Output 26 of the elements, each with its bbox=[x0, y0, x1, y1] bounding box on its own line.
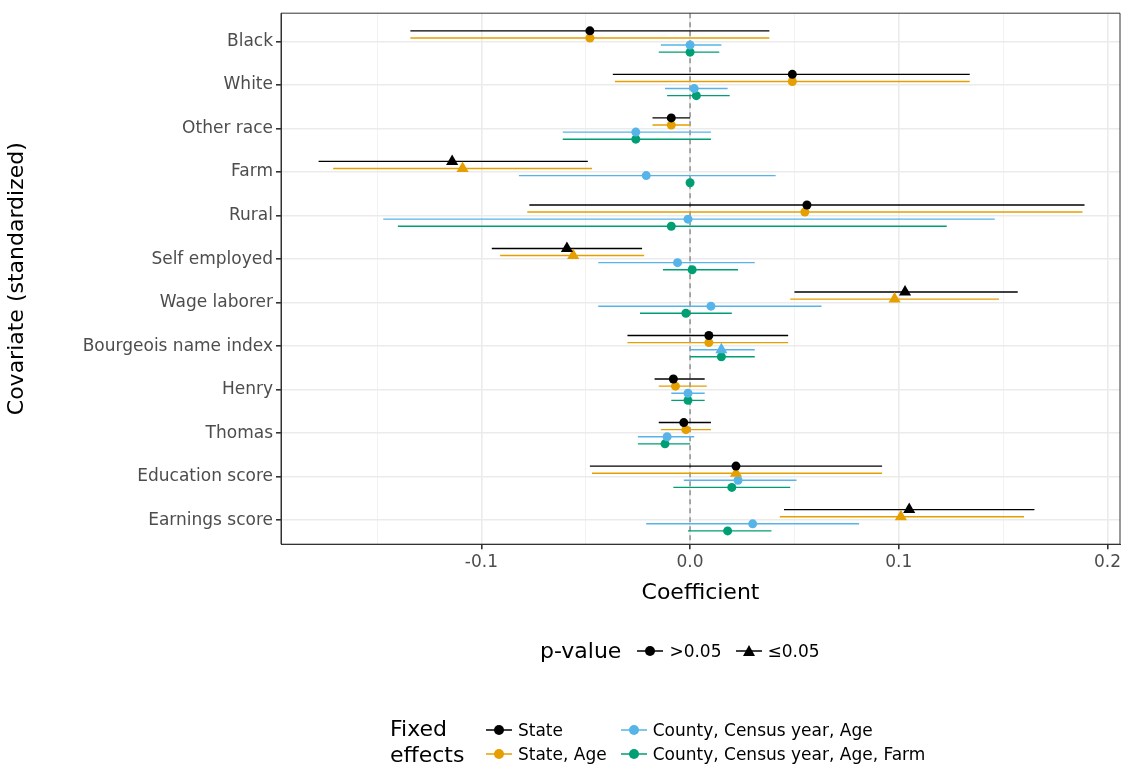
y-tick-label: Wage laborer bbox=[159, 291, 273, 312]
legend-label: County, Census year, Age, Farm bbox=[652, 744, 926, 764]
x-tick-label: 0.0 bbox=[676, 550, 704, 571]
y-tick-label: White bbox=[223, 73, 273, 94]
y-tick-label: Henry bbox=[221, 378, 273, 399]
text: p-value bbox=[540, 638, 622, 663]
x-axis-title: Coefficient bbox=[641, 578, 760, 604]
text: >0.05 bbox=[669, 640, 722, 661]
y-tick-label: Other race bbox=[182, 116, 273, 137]
legend-label: County, Census year, Age bbox=[652, 720, 873, 740]
legend-title: Fixed effects bbox=[390, 716, 466, 768]
x-tick-label: -0.1 bbox=[464, 550, 498, 571]
y-tick-label: Bourgeois name index bbox=[82, 334, 273, 355]
text: ≤0.05 bbox=[767, 640, 820, 661]
y-tick-label: Rural bbox=[229, 204, 273, 225]
x-tick-label: 0.1 bbox=[885, 550, 913, 571]
y-tick-label: Earnings score bbox=[148, 508, 273, 529]
y-tick-label: Thomas bbox=[204, 421, 274, 442]
y-tick-label: Black bbox=[227, 29, 274, 50]
x-tick-label: 0.2 bbox=[1093, 550, 1121, 571]
legend-label: State bbox=[518, 720, 563, 740]
y-tick-label: Self employed bbox=[151, 247, 273, 268]
y-axis-title: Covariate (standardized) bbox=[2, 142, 28, 416]
legend-label: State, Age bbox=[518, 744, 607, 764]
y-tick-label: Farm bbox=[231, 160, 273, 181]
y-tick-label: Education score bbox=[137, 465, 273, 486]
